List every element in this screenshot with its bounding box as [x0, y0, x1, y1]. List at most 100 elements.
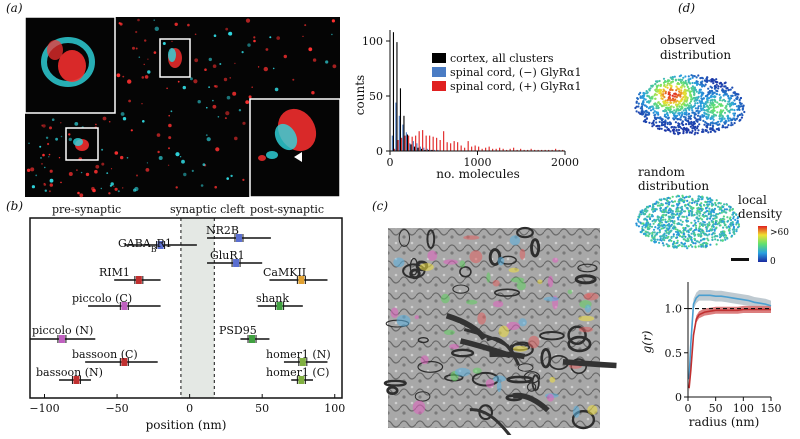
density-point	[709, 243, 712, 246]
b-x-tick-label: 0	[186, 402, 193, 415]
density-point	[711, 125, 715, 128]
density-point	[691, 129, 694, 133]
hist-x-tick-label: 1000	[464, 156, 492, 169]
hist-bar-pos	[436, 137, 438, 151]
density-point	[723, 122, 727, 125]
density-point	[703, 111, 706, 114]
density-point	[662, 93, 665, 96]
density-point	[670, 88, 674, 91]
density-point	[697, 234, 700, 237]
punctum	[108, 120, 111, 123]
density-point	[691, 74, 695, 77]
density-point	[705, 117, 709, 120]
hist-bar-pos	[408, 135, 410, 151]
punctum	[147, 70, 151, 74]
position-marker	[157, 241, 164, 249]
density-point	[662, 109, 665, 113]
density-point	[711, 221, 714, 224]
density-point	[733, 92, 737, 95]
hist-bar-pos	[404, 135, 406, 151]
gr-x-ticks: 0 50 100 150	[685, 397, 782, 415]
hist-bar-pos	[562, 149, 564, 151]
density-point	[657, 223, 660, 227]
membrane-outline	[426, 229, 436, 250]
hist-bar-pos	[509, 148, 511, 151]
density-point	[672, 212, 675, 216]
density-point	[731, 108, 734, 111]
punctum	[158, 156, 163, 160]
density-point	[737, 223, 741, 226]
density-point	[696, 199, 700, 202]
density-point	[653, 231, 656, 234]
density-point	[639, 112, 642, 115]
dendrite-process	[463, 327, 510, 348]
gr-x-tick-label: 0	[685, 402, 692, 415]
density-point	[694, 221, 697, 224]
density-point	[648, 106, 651, 109]
observed-title-line2: distribution	[660, 48, 731, 62]
hist-bar-cortex	[424, 149, 426, 151]
density-point	[681, 194, 684, 197]
density-point	[739, 97, 742, 100]
density-point	[697, 118, 701, 121]
density-point	[695, 99, 698, 102]
density-point	[697, 245, 700, 248]
density-point	[732, 211, 735, 214]
density-point	[718, 218, 722, 221]
gr-x-label: radius (nm)	[689, 415, 760, 429]
density-point	[651, 208, 654, 211]
density-point	[727, 110, 730, 113]
gr-y-tick-label: 1.0	[665, 303, 683, 316]
hist-bar-pos	[457, 142, 459, 151]
density-point	[677, 109, 680, 112]
density-point	[711, 89, 714, 93]
density-point	[680, 223, 683, 226]
label-post-synaptic: post-synaptic	[250, 203, 324, 216]
punctum	[110, 182, 114, 186]
density-point	[715, 216, 718, 219]
density-point	[693, 234, 696, 237]
density-point	[705, 210, 708, 213]
density-point	[672, 101, 675, 104]
density-point	[658, 120, 661, 123]
fluorescent-spot	[493, 375, 506, 383]
random-title-line1: random	[638, 165, 686, 179]
punctum	[200, 184, 204, 187]
density-point	[668, 227, 671, 230]
density-point	[676, 131, 680, 134]
density-point	[683, 103, 686, 106]
density-point	[712, 118, 715, 121]
density-point	[690, 98, 694, 101]
density-point	[686, 89, 689, 92]
hist-bar-neg	[402, 124, 404, 151]
density-point	[662, 244, 665, 247]
punctum	[95, 123, 97, 126]
density-point	[667, 203, 671, 206]
density-point	[724, 81, 727, 84]
fluorescent-spot	[510, 277, 525, 283]
density-point	[669, 130, 672, 133]
density-point	[677, 78, 680, 81]
punctum	[114, 187, 118, 191]
density-point	[663, 104, 667, 107]
density-point	[705, 215, 708, 218]
density-point	[655, 88, 658, 91]
density-point	[712, 211, 716, 214]
density-point	[639, 230, 642, 234]
density-point	[682, 115, 686, 118]
density-point	[660, 104, 663, 107]
density-point	[704, 232, 707, 235]
punctum	[263, 66, 268, 72]
density-point	[730, 94, 733, 97]
density-point	[693, 112, 697, 115]
density-point	[643, 115, 647, 118]
density-point	[647, 100, 650, 103]
density-point	[659, 224, 662, 227]
punctum	[253, 39, 256, 43]
density-point	[659, 91, 662, 94]
density-point	[718, 103, 721, 106]
density-point	[664, 80, 667, 83]
density-point	[685, 109, 688, 112]
punctum	[189, 77, 193, 81]
density-point	[690, 104, 693, 107]
